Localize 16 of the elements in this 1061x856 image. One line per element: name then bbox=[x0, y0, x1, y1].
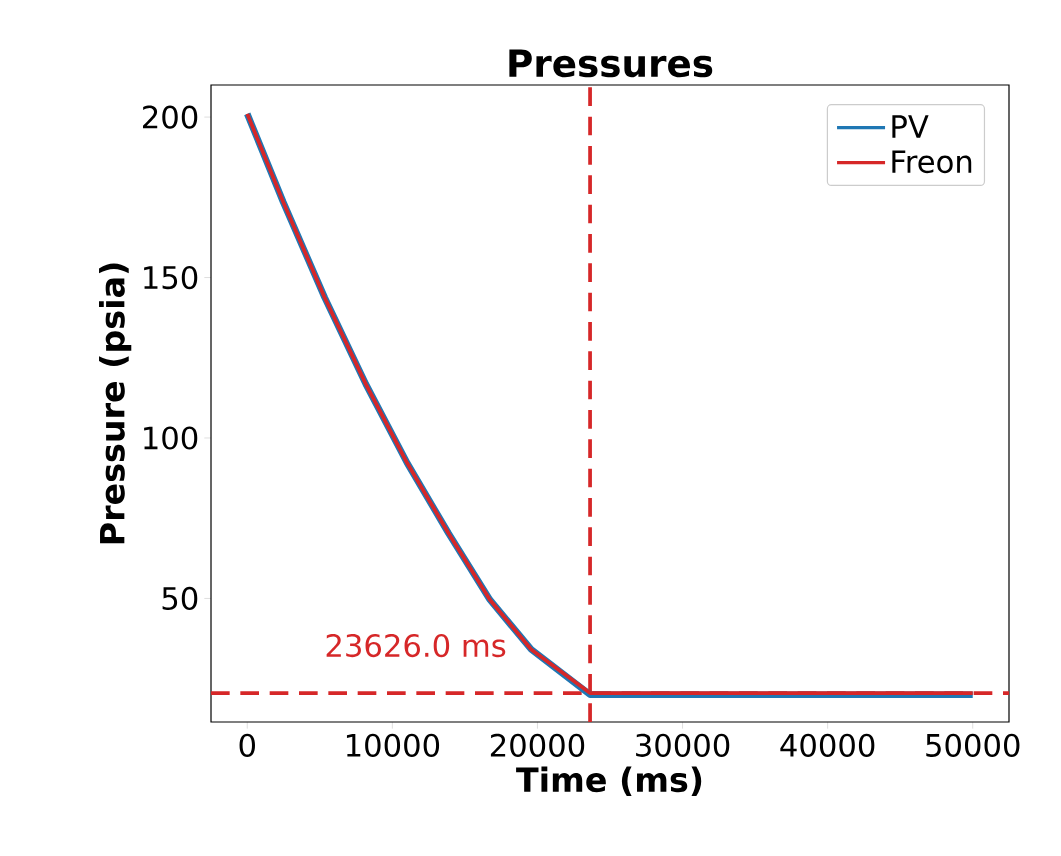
y-tick-label: 100 bbox=[144, 426, 198, 450]
ref-line-label: 23626.0 ms bbox=[326, 633, 506, 658]
y-tick-label: 200 bbox=[143, 105, 198, 129]
y-tick-label: 150 bbox=[144, 265, 198, 290]
x-tick-label: 0 bbox=[239, 733, 255, 757]
y-axis-title: Pressure (psia) bbox=[99, 263, 132, 544]
x-tick-label: 50000 bbox=[926, 733, 1020, 757]
y-tick-label: 50 bbox=[162, 586, 198, 611]
x-tick-label: 10000 bbox=[346, 733, 440, 757]
legend-label: Freon bbox=[892, 150, 972, 174]
x-tick-label: 20000 bbox=[490, 733, 585, 757]
chart-title: Pressures bbox=[509, 49, 713, 78]
x-axis-title: Time (ms) bbox=[516, 766, 702, 797]
x-tick-label: 40000 bbox=[780, 733, 875, 757]
x-tick-label: 30000 bbox=[636, 733, 730, 757]
legend-label: PV bbox=[892, 115, 929, 138]
